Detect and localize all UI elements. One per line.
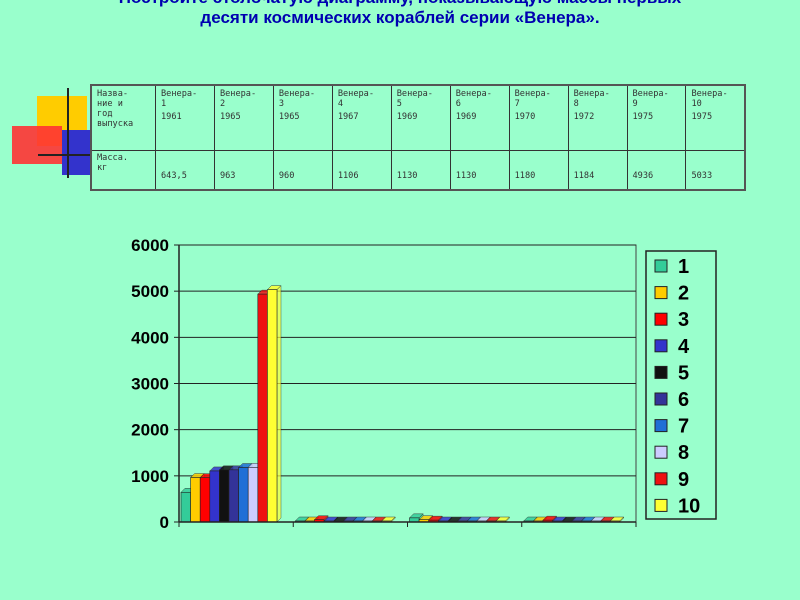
table-row-mass: Масса. кг 643,5 963 960 1106 1130 1130 1180 118… — [90, 150, 746, 191]
bar — [180, 491, 191, 523]
table-cell-name: Венера- 5 1969 — [390, 84, 451, 151]
chart-bars — [180, 285, 625, 523]
legend-label: 9 — [678, 469, 689, 491]
ship-name: Венера- 10 — [691, 89, 728, 109]
bar — [257, 293, 268, 523]
legend-label: 5 — [678, 362, 689, 384]
red-square — [12, 126, 62, 164]
legend-swatch — [654, 445, 668, 459]
table-cell-mass: 1106 — [331, 150, 392, 191]
table-cell-name: Венера- 6 1969 — [449, 84, 510, 151]
bar — [219, 469, 230, 523]
ship-name: Венера- 2 — [219, 89, 257, 109]
title-line-1: Постройте столбчатую диаграмму, показыва… — [0, 0, 800, 8]
chart-legend: 1 2 3 4 5 6 7 8 9 10 — [645, 250, 717, 520]
bar — [238, 467, 249, 523]
ship-year: 1969 — [396, 112, 418, 122]
table-row-names: Назва- ние и год выпуска Венера- 1 1961 Ве… — [90, 84, 746, 151]
ship-year: 1969 — [455, 112, 477, 122]
table-cell-name: Венера- 7 1970 — [508, 84, 569, 151]
table-cell-name: Венера- 9 1975 — [626, 84, 687, 151]
legend-label: 8 — [678, 442, 689, 464]
ship-year: 1965 — [219, 112, 241, 122]
legend-label: 6 — [678, 389, 689, 411]
legend-label: 7 — [678, 416, 689, 438]
legend-swatch — [654, 286, 668, 300]
ship-name: Венера- 5 — [396, 89, 433, 109]
legend-swatch — [654, 312, 668, 326]
table-cell-name: Венера- 10 1975 — [685, 84, 746, 151]
legend-swatch — [654, 392, 668, 406]
ship-name: Венера- 8 — [573, 89, 610, 109]
ship-name: Венера- 4 — [337, 89, 375, 109]
table-cell-mass: 1130 — [390, 150, 451, 191]
legend-swatch — [654, 259, 668, 273]
ship-year: 1961 — [161, 112, 182, 122]
table-cell-mass: 1180 — [508, 150, 569, 191]
table-cell-name: Венера- 2 1965 — [213, 84, 274, 151]
table-cell-name: Венера- 1 1961 — [155, 84, 215, 151]
legend-swatch — [654, 498, 668, 512]
table-cell-mass: 643,5 — [155, 150, 215, 191]
legend-label: 3 — [678, 309, 689, 331]
table-cell-mass: 1130 — [449, 150, 510, 191]
y-tick-label: 6000 — [131, 236, 169, 255]
page-title: Постройте столбчатую диаграмму, показыва… — [0, 0, 800, 28]
legend-swatch — [654, 472, 668, 486]
chart-axes: 0 1000 2000 3000 4000 5000 6000 — [131, 236, 637, 532]
bar — [190, 477, 201, 523]
table-cell-name: Венера- 4 1967 — [331, 84, 392, 151]
table-cell-mass: 963 — [213, 150, 274, 191]
legend-swatch — [654, 339, 668, 353]
table-cell-mass: 5033 — [685, 150, 746, 191]
ship-name: Венера- 3 — [278, 89, 316, 109]
legend-swatch — [654, 419, 668, 433]
legend-swatch — [654, 365, 668, 379]
table-cell-mass: 1184 — [567, 150, 628, 191]
ship-year: 1967 — [337, 112, 359, 122]
legend-label: 4 — [678, 336, 690, 358]
y-tick-label: 2000 — [131, 421, 169, 440]
ship-name: Венера- 1 — [161, 89, 198, 109]
legend-label: 1 — [678, 256, 689, 278]
ship-year: 1965 — [278, 112, 300, 122]
y-tick-label: 3000 — [131, 375, 169, 394]
title-line-2: десяти космических кораблей серии «Венер… — [200, 8, 600, 27]
y-tick-label: 5000 — [131, 282, 169, 301]
ship-year: 1972 — [573, 112, 595, 122]
table-cell-name: Венера- 3 1965 — [272, 84, 333, 151]
table-header-label: Назва- ние и год выпуска — [90, 84, 156, 151]
bar-side — [276, 285, 282, 523]
mass-table: Назва- ние и год выпуска Венера- 1 1961 Ве… — [90, 84, 746, 191]
ship-name: Венера- 7 — [514, 89, 551, 109]
bar — [199, 477, 211, 523]
bar — [209, 470, 220, 523]
bar — [267, 289, 278, 523]
legend-label: 10 — [678, 495, 700, 517]
ship-year: 1970 — [514, 112, 536, 122]
ship-name: Венера- 6 — [455, 89, 492, 109]
y-tick-label: 1000 — [131, 467, 169, 486]
ship-year: 1975 — [691, 112, 713, 122]
ship-name: Венера- 9 — [632, 89, 669, 109]
ship-year: 1975 — [632, 112, 654, 122]
table-row-label: Масса. кг — [90, 150, 156, 191]
bar — [247, 467, 259, 523]
legend-label: 2 — [678, 283, 689, 305]
y-tick-label: 4000 — [131, 328, 169, 347]
bar — [228, 469, 239, 523]
y-tick-label: 0 — [160, 513, 169, 532]
table-cell-mass: 960 — [272, 150, 333, 191]
